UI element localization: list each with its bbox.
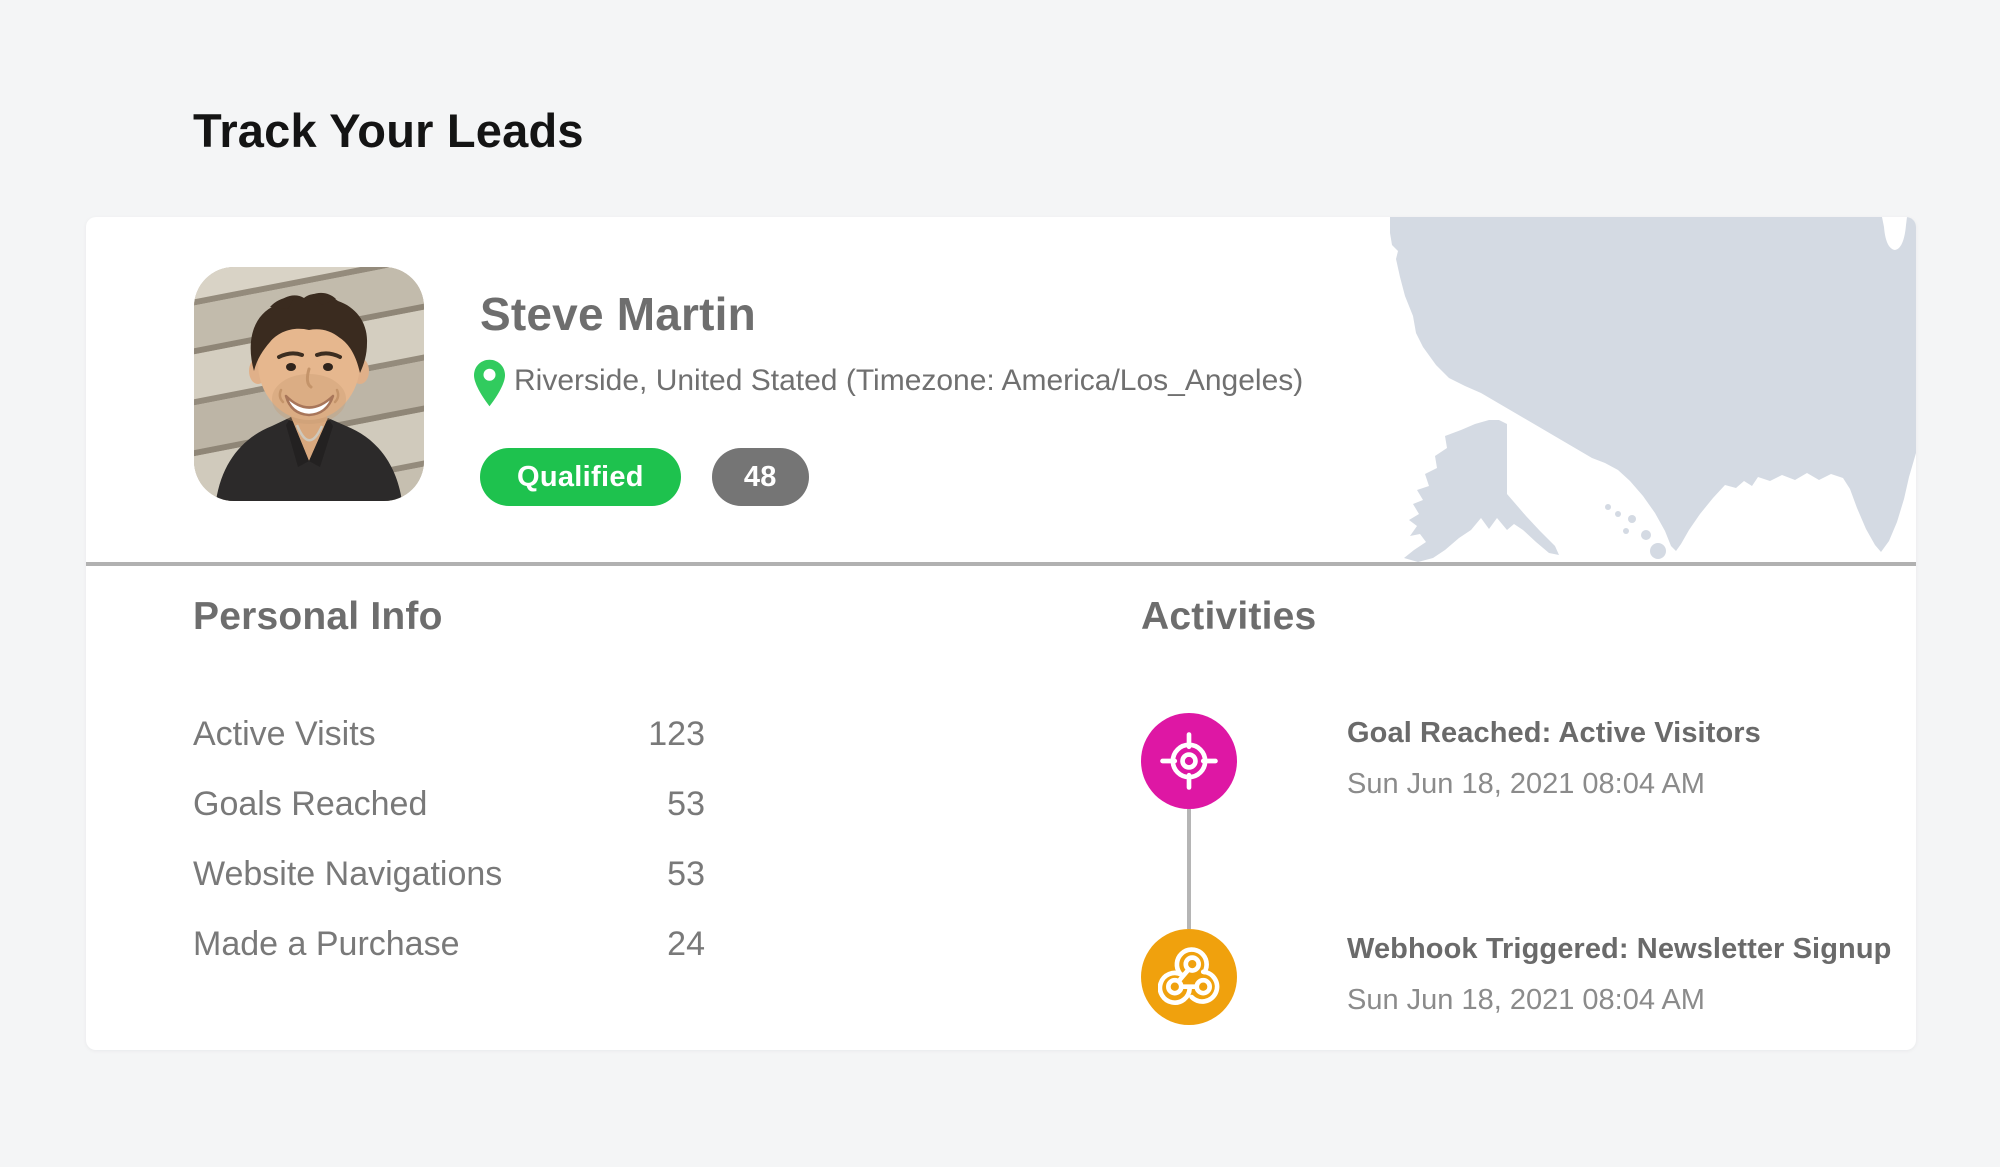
lead-name: Steve Martin: [480, 288, 756, 340]
usa-map-graphic: [1390, 217, 1916, 562]
goal-target-icon: [1141, 713, 1237, 809]
stat-value: 53: [667, 855, 705, 893]
avatar-illustration: [194, 267, 424, 501]
stat-value: 123: [648, 715, 705, 753]
stat-row: Goals Reached 53: [193, 785, 705, 855]
lead-card: Steve Martin Riverside, United Stated (T…: [86, 217, 1916, 1050]
activity-timestamp: Sun Jun 18, 2021 08:04 AM: [1347, 984, 1705, 1016]
activity-title: Webhook Triggered: Newsletter Signup: [1347, 933, 1892, 965]
activity-timestamp: Sun Jun 18, 2021 08:04 AM: [1347, 768, 1705, 800]
activity-entry: Webhook Triggered: Newsletter Signup Sun…: [1347, 933, 1907, 1017]
stat-label: Goals Reached: [193, 785, 428, 823]
stat-value: 53: [667, 785, 705, 823]
avatar: [194, 267, 424, 501]
stat-row: Made a Purchase 24: [193, 925, 705, 995]
activity-title: Goal Reached: Active Visitors: [1347, 717, 1761, 749]
stat-label: Active Visits: [193, 715, 376, 753]
card-divider: [86, 562, 1916, 566]
personal-info-heading: Personal Info: [193, 595, 443, 638]
stat-label: Website Navigations: [193, 855, 503, 893]
page-title: Track Your Leads: [193, 104, 584, 158]
status-badge: Qualified: [480, 448, 681, 506]
personal-info-stats: Active Visits 123 Goals Reached 53 Websi…: [193, 715, 705, 995]
timeline-connector: [1187, 809, 1191, 929]
badge-row: Qualified 48: [480, 448, 809, 506]
score-badge: 48: [711, 448, 809, 506]
lead-location: Riverside, United Stated (Timezone: Amer…: [474, 357, 1303, 407]
stat-row: Website Navigations 53: [193, 855, 705, 925]
activities-heading: Activities: [1141, 595, 1317, 638]
stat-label: Made a Purchase: [193, 925, 460, 963]
location-pin-icon: [474, 359, 505, 407]
stat-value: 24: [667, 925, 705, 963]
activity-entry: Goal Reached: Active Visitors Sun Jun 18…: [1347, 717, 1907, 801]
webhook-icon: [1141, 929, 1237, 1025]
stat-row: Active Visits 123: [193, 715, 705, 785]
lead-location-text: Riverside, United Stated (Timezone: Amer…: [514, 364, 1304, 397]
